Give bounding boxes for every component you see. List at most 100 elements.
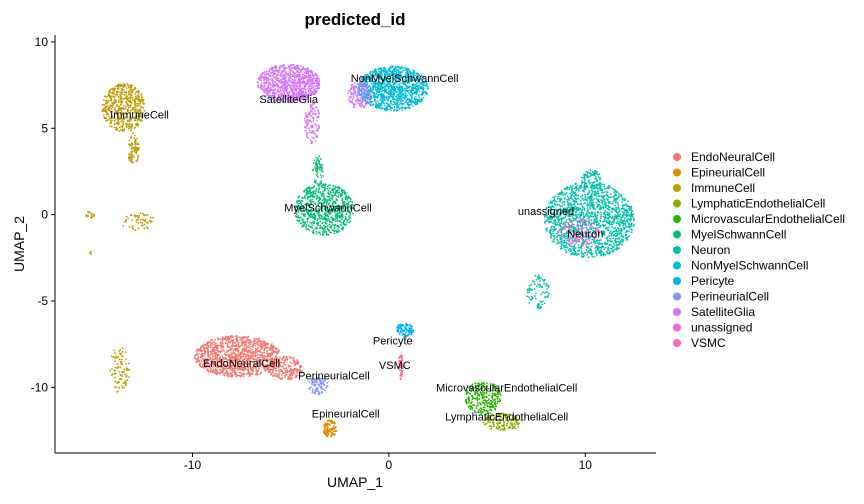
point-ImmuneCell bbox=[133, 156, 135, 159]
point-Neuron bbox=[609, 231, 611, 234]
point-ImmuneCell bbox=[137, 222, 140, 224]
point-ImmuneCell bbox=[131, 150, 134, 153]
point-LymphaticEndothelialCell bbox=[503, 424, 505, 427]
point-ImmuneCell bbox=[128, 96, 131, 99]
point-Neuron bbox=[560, 190, 563, 193]
point-EndoNeuralCell bbox=[224, 372, 227, 375]
point-Neuron bbox=[568, 198, 570, 201]
point-EndoNeuralCell bbox=[226, 344, 229, 347]
point-EpineurialCell bbox=[326, 426, 329, 429]
point-Neuron bbox=[626, 220, 629, 223]
point-EndoNeuralCell bbox=[222, 368, 225, 370]
point-Neuron bbox=[604, 215, 607, 218]
point-EndoNeuralCell bbox=[219, 351, 222, 354]
point-EndoNeuralCell bbox=[224, 342, 227, 345]
point-EpineurialCell bbox=[333, 425, 335, 427]
point-ImmuneCell bbox=[103, 95, 106, 98]
point-Neuron bbox=[617, 236, 620, 239]
point-ImmuneCell bbox=[125, 375, 128, 378]
point-ImmuneCell bbox=[137, 99, 140, 102]
point-EndoNeuralCell bbox=[209, 363, 212, 366]
point-Neuron bbox=[595, 218, 598, 221]
point-MyelSchwannCell bbox=[336, 218, 338, 220]
point-ImmuneCell bbox=[114, 386, 116, 388]
point-LymphaticEndothelialCell bbox=[517, 426, 520, 428]
point-MyelSchwannCell bbox=[296, 219, 299, 222]
point-Neuron bbox=[538, 277, 541, 279]
point-LymphaticEndothelialCell bbox=[511, 424, 514, 426]
point-EndoNeuralCell bbox=[284, 369, 287, 372]
point-EndoNeuralCell bbox=[254, 367, 257, 369]
point-Neuron bbox=[625, 214, 627, 216]
point-Neuron bbox=[630, 231, 633, 234]
point-LymphaticEndothelialCell bbox=[490, 427, 493, 430]
point-EndoNeuralCell bbox=[201, 345, 204, 347]
point-EndoNeuralCell bbox=[230, 335, 233, 338]
point-Neuron bbox=[530, 283, 532, 286]
point-ImmuneCell bbox=[131, 125, 134, 127]
point-ImmuneCell bbox=[137, 92, 140, 95]
point-MyelSchwannCell bbox=[306, 220, 309, 223]
point-EndoNeuralCell bbox=[245, 350, 248, 353]
point-MyelSchwannCell bbox=[323, 186, 326, 189]
point-Neuron bbox=[560, 222, 563, 225]
point-Neuron bbox=[555, 224, 557, 227]
point-EndoNeuralCell bbox=[268, 359, 271, 361]
point-EndoNeuralCell bbox=[248, 359, 251, 362]
point-Neuron bbox=[591, 170, 594, 173]
point-MicrovascularEndothelialCell bbox=[471, 398, 474, 401]
point-EndoNeuralCell bbox=[235, 375, 237, 378]
point-EndoNeuralCell bbox=[241, 352, 244, 355]
point-Neuron bbox=[600, 206, 603, 209]
point-ImmuneCell bbox=[123, 128, 126, 131]
point-EndoNeuralCell bbox=[233, 356, 236, 358]
point-Neuron bbox=[590, 219, 593, 222]
point-EndoNeuralCell bbox=[250, 368, 253, 371]
point-ImmuneCell bbox=[109, 125, 111, 127]
point-MyelSchwannCell bbox=[332, 224, 334, 226]
point-MyelSchwannCell bbox=[349, 216, 351, 219]
point-Neuron bbox=[622, 223, 625, 225]
point-EpineurialCell bbox=[327, 433, 329, 436]
point-Neuron bbox=[542, 291, 544, 294]
point-EndoNeuralCell bbox=[239, 354, 241, 357]
point-EndoNeuralCell bbox=[254, 355, 257, 358]
point-Neuron bbox=[619, 221, 622, 224]
point-EndoNeuralCell bbox=[222, 370, 225, 373]
point-MyelSchwannCell bbox=[317, 188, 320, 191]
point-EndoNeuralCell bbox=[220, 347, 223, 349]
point-ImmuneCell bbox=[118, 130, 121, 132]
point-Neuron bbox=[623, 209, 626, 212]
point-EndoNeuralCell bbox=[209, 342, 212, 345]
point-MicrovascularEndothelialCell bbox=[494, 407, 496, 410]
point-ImmuneCell bbox=[113, 349, 116, 352]
point-EndoNeuralCell bbox=[253, 352, 256, 355]
point-Neuron bbox=[598, 173, 601, 176]
point-EndoNeuralCell bbox=[260, 363, 263, 366]
point-Neuron bbox=[630, 209, 633, 212]
point-Neuron bbox=[610, 234, 613, 237]
point-Neuron bbox=[558, 218, 560, 221]
point-EndoNeuralCell bbox=[224, 338, 227, 340]
point-LymphaticEndothelialCell bbox=[505, 424, 508, 427]
point-ImmuneCell bbox=[91, 215, 93, 218]
point-ImmuneCell bbox=[136, 146, 139, 149]
point-Neuron bbox=[601, 189, 604, 192]
point-Neuron bbox=[590, 194, 593, 197]
point-Neuron bbox=[560, 239, 563, 241]
point-ImmuneCell bbox=[130, 153, 133, 156]
point-Neuron bbox=[564, 187, 567, 190]
point-Neuron bbox=[617, 227, 619, 230]
point-EndoNeuralCell bbox=[217, 351, 220, 353]
point-Neuron bbox=[581, 197, 583, 200]
point-ImmuneCell bbox=[119, 91, 122, 94]
point-Neuron bbox=[589, 204, 592, 207]
point-Neuron bbox=[588, 196, 590, 199]
point-ImmuneCell bbox=[87, 215, 90, 217]
point-Neuron bbox=[585, 186, 588, 189]
point-EndoNeuralCell bbox=[231, 342, 234, 345]
point-MicrovascularEndothelialCell bbox=[469, 408, 472, 410]
point-EndoNeuralCell bbox=[214, 368, 217, 370]
point-Neuron bbox=[562, 201, 565, 203]
point-Neuron bbox=[630, 219, 632, 221]
